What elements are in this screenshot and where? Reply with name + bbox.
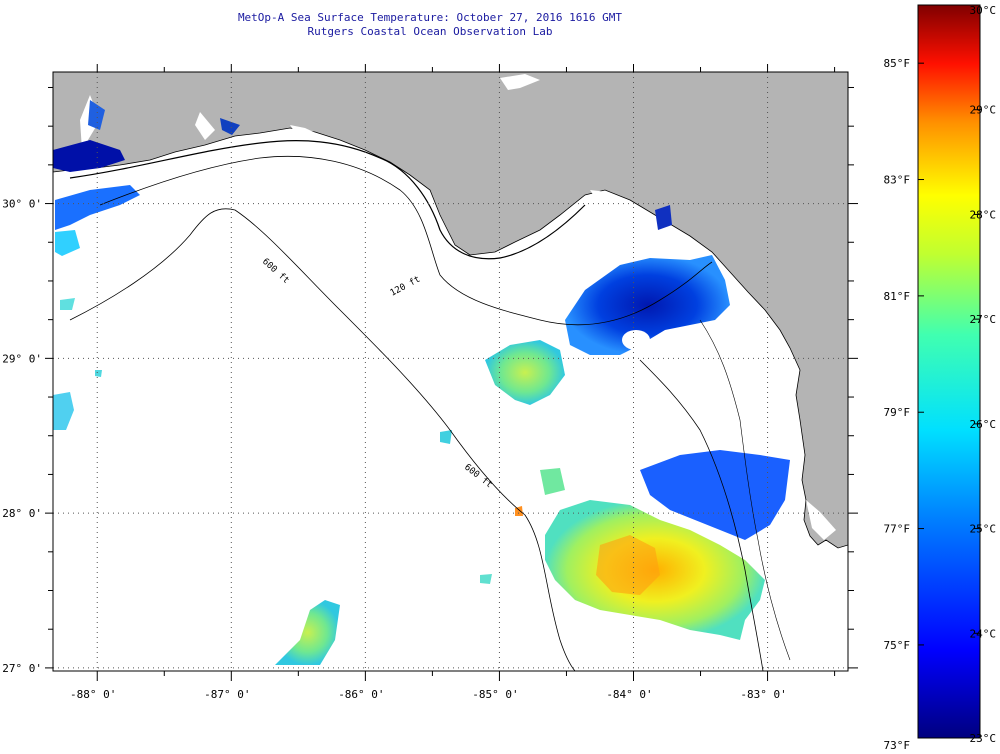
colorbar-label-fahrenheit: 83°F [884, 174, 911, 187]
colorbar-label-fahrenheit: 85°F [884, 57, 911, 70]
lon-tick-label: -87° 0' [204, 688, 250, 701]
colorbar-label-celsius: 24°C [970, 627, 997, 640]
colorbar-label-celsius: 30°C [970, 4, 997, 17]
lat-tick-label: 30° 0' [2, 198, 42, 211]
colorbar-labels: 30°C 29°C 28°C 27°C 26°C 25°C 24°C 23°C 85°F 83°F… [884, 4, 997, 752]
colorbar-label-fahrenheit: 77°F [884, 523, 911, 536]
colorbar-label-celsius: 28°C [970, 208, 997, 221]
colorbar-label-celsius: 26°C [970, 418, 997, 431]
bay-inlet [500, 74, 540, 90]
colorbar-ticks [918, 4, 980, 739]
map-frame [52, 71, 849, 672]
bay-inlet [290, 125, 320, 140]
colorbar-label-celsius: 23°C [970, 732, 997, 745]
contour-deep [639, 359, 764, 671]
lon-tick-label: -84° 0' [606, 688, 652, 701]
lat-tick-label: 28° 0' [2, 507, 42, 520]
colorbar-label-celsius: 25°C [970, 523, 997, 536]
bay-inlet [195, 112, 215, 140]
bay-inlet [590, 190, 620, 205]
colorbar-label-fahrenheit: 81°F [884, 290, 911, 303]
axis-tick-labels: -88° 0' -87° 0' -86° 0' -85° 0' -84° 0' -83° … [2, 198, 786, 701]
map-subtitle: Rutgers Coastal Ocean Observation Lab [307, 25, 553, 38]
colorbar-label-celsius: 27°C [970, 313, 997, 326]
bay-inlet [806, 500, 836, 540]
coastline-shelf-line [69, 140, 586, 260]
contour-600ft [69, 208, 576, 671]
lat-tick-label: 29° 0' [2, 352, 42, 365]
axis-ticks [45, 64, 858, 681]
colorbar-label-fahrenheit: 73°F [884, 739, 911, 752]
lon-tick-label: -83° 0' [740, 688, 786, 701]
lon-tick-label: -85° 0' [472, 688, 518, 701]
colorbar-label-celsius: 29°C [970, 104, 997, 117]
contour-coastal-inner [699, 319, 791, 661]
lat-tick-label: 27° 0' [2, 662, 42, 675]
map-title: MetOp-A Sea Surface Temperature: October… [237, 11, 623, 24]
colorbar-label-fahrenheit: 75°F [884, 639, 911, 652]
colorbar-label-fahrenheit: 79°F [884, 406, 911, 419]
lon-tick-label: -88° 0' [70, 688, 116, 701]
contour-120ft [99, 155, 713, 326]
lon-tick-label: -86° 0' [338, 688, 384, 701]
colorbar [917, 4, 981, 739]
